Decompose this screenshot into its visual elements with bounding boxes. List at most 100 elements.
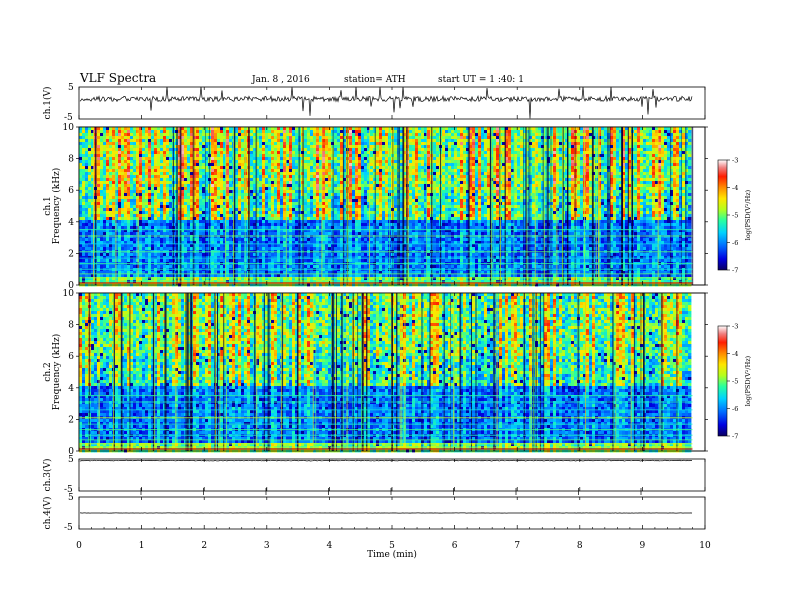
ch1-spec-cell [127,211,130,214]
ch1-spec-cell [82,151,85,154]
ch1-spec-cell [79,268,82,271]
ch1-spec-cell [121,172,124,175]
ch1-spec-cell [202,253,205,256]
ch1-spec-cell [154,139,157,142]
ch1-spec-cell [133,145,136,148]
ch1-spec-cell [97,202,100,205]
ch1-spec-cell [220,235,223,238]
ch1-spec-cell [196,199,199,202]
ch1-spec-cell [163,193,166,196]
ch1-spec-cell [82,166,85,169]
ch1-spec-cell [127,238,130,241]
ch1-spec-cell [79,187,82,190]
ch1-spec-cell [202,226,205,229]
ch1-spec-cell [169,205,172,208]
ch1-spec-cell [166,205,169,208]
ch1-spec-cell [196,208,199,211]
ch1-spec-cell [211,208,214,211]
ch1-spec-cell [145,211,148,214]
ch1-spec-cell [211,265,214,268]
ch1-spec-cell [103,208,106,211]
ch1-spec-cell [217,274,220,277]
ch1-spec-cell [193,274,196,277]
ch1-spec-cell [157,148,160,151]
ch1-spec-cell [151,202,154,205]
ch1-spec-cell [88,193,91,196]
ch1-spec-cell [127,190,130,193]
ch1-spec-cell [103,274,106,277]
ch1-spec-cell [124,133,127,136]
ch1-spec-cell [157,208,160,211]
ch1-spec-cell [193,199,196,202]
ch1-spec-cell [79,172,82,175]
ch1-spec-cell [187,259,190,262]
ch1-spec-cell [82,127,85,130]
ch1-spec-cell [187,220,190,223]
ch1-spec-cell [97,175,100,178]
ch1-spec-cell [100,211,103,214]
ch1-spec-cell [214,187,217,190]
ch1-spec-cell [166,157,169,160]
ch1-spec-cell [220,178,223,181]
ch1-spec-cell [103,181,106,184]
ch1-spec-cell [124,205,127,208]
ch1-spec-cell [151,220,154,223]
ch1-spec-cell [145,148,148,151]
ch1-spec-cell [214,214,217,217]
ch1-spec-cell [169,244,172,247]
ch1-spec-cell [160,238,163,241]
ch1-spec-cell [124,139,127,142]
ch1-spec-cell [127,202,130,205]
ch1-spec-cell [157,175,160,178]
ch1-spec-cell [133,226,136,229]
ch1-spec-cell [139,244,142,247]
ch1-spec-cell [166,166,169,169]
ch1-spec-cell [88,145,91,148]
ch1-spec-cell [157,154,160,157]
ch1-spec-cell [187,214,190,217]
ch1-spec-cell [100,193,103,196]
ch1-spec-cell [217,244,220,247]
ch1-spec-cell [112,133,115,136]
ch1-spec-cell [139,169,142,172]
ch1-spec-cell [133,181,136,184]
ch1-spec-cell [121,193,124,196]
ch1-spec-cell [82,184,85,187]
ch1-spec-cell [133,202,136,205]
ch1-spec-cell [193,232,196,235]
ch1-spec-cell [124,151,127,154]
ch1-spec-cell [121,145,124,148]
ch1-spec-cell [160,205,163,208]
ch1-spec-cell [148,217,151,220]
ch1-spec-cell [109,178,112,181]
ch1-spec-cell [217,163,220,166]
ch1-spec-cell [142,145,145,148]
ch1-spec-cell [157,127,160,130]
ch1-spec-cell [124,178,127,181]
ch1-spec-cell [109,127,112,130]
ch1-spec-cell [202,199,205,202]
ch1-spec-cell [85,178,88,181]
ch1-spec-cell [148,169,151,172]
ch1-spec-cell [130,232,133,235]
ch1-spec-cell [211,199,214,202]
ch1-spec-cell [184,187,187,190]
ch1-spec-cell [151,196,154,199]
ch1-spec-cell [133,190,136,193]
ch1-spec-cell [220,139,223,142]
ch1-spec-cell [157,181,160,184]
ch1-spec-cell [187,199,190,202]
ch1-spec-cell [151,235,154,238]
ch1-spec-cell [151,238,154,241]
ch1-spec-cell [211,154,214,157]
ch1-spec-cell [145,235,148,238]
ch1-spec-cell [112,205,115,208]
ch1-spec-cell [154,175,157,178]
ch1-spec-cell [217,232,220,235]
ch1-spec-cell [103,196,106,199]
ch1-spec-cell [82,247,85,250]
ch1-spec-cell [160,187,163,190]
ch1-spec-cell [181,127,184,130]
ch1-spec-cell [157,238,160,241]
ch1-spec-cell [199,235,202,238]
